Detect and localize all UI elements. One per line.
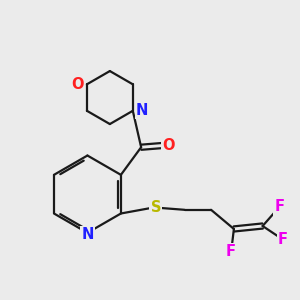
Text: F: F <box>226 244 236 259</box>
Text: F: F <box>274 200 284 214</box>
Text: O: O <box>162 138 175 153</box>
Text: S: S <box>151 200 161 215</box>
Text: N: N <box>81 227 94 242</box>
Text: F: F <box>278 232 288 247</box>
Text: O: O <box>71 77 84 92</box>
Text: N: N <box>136 103 148 118</box>
